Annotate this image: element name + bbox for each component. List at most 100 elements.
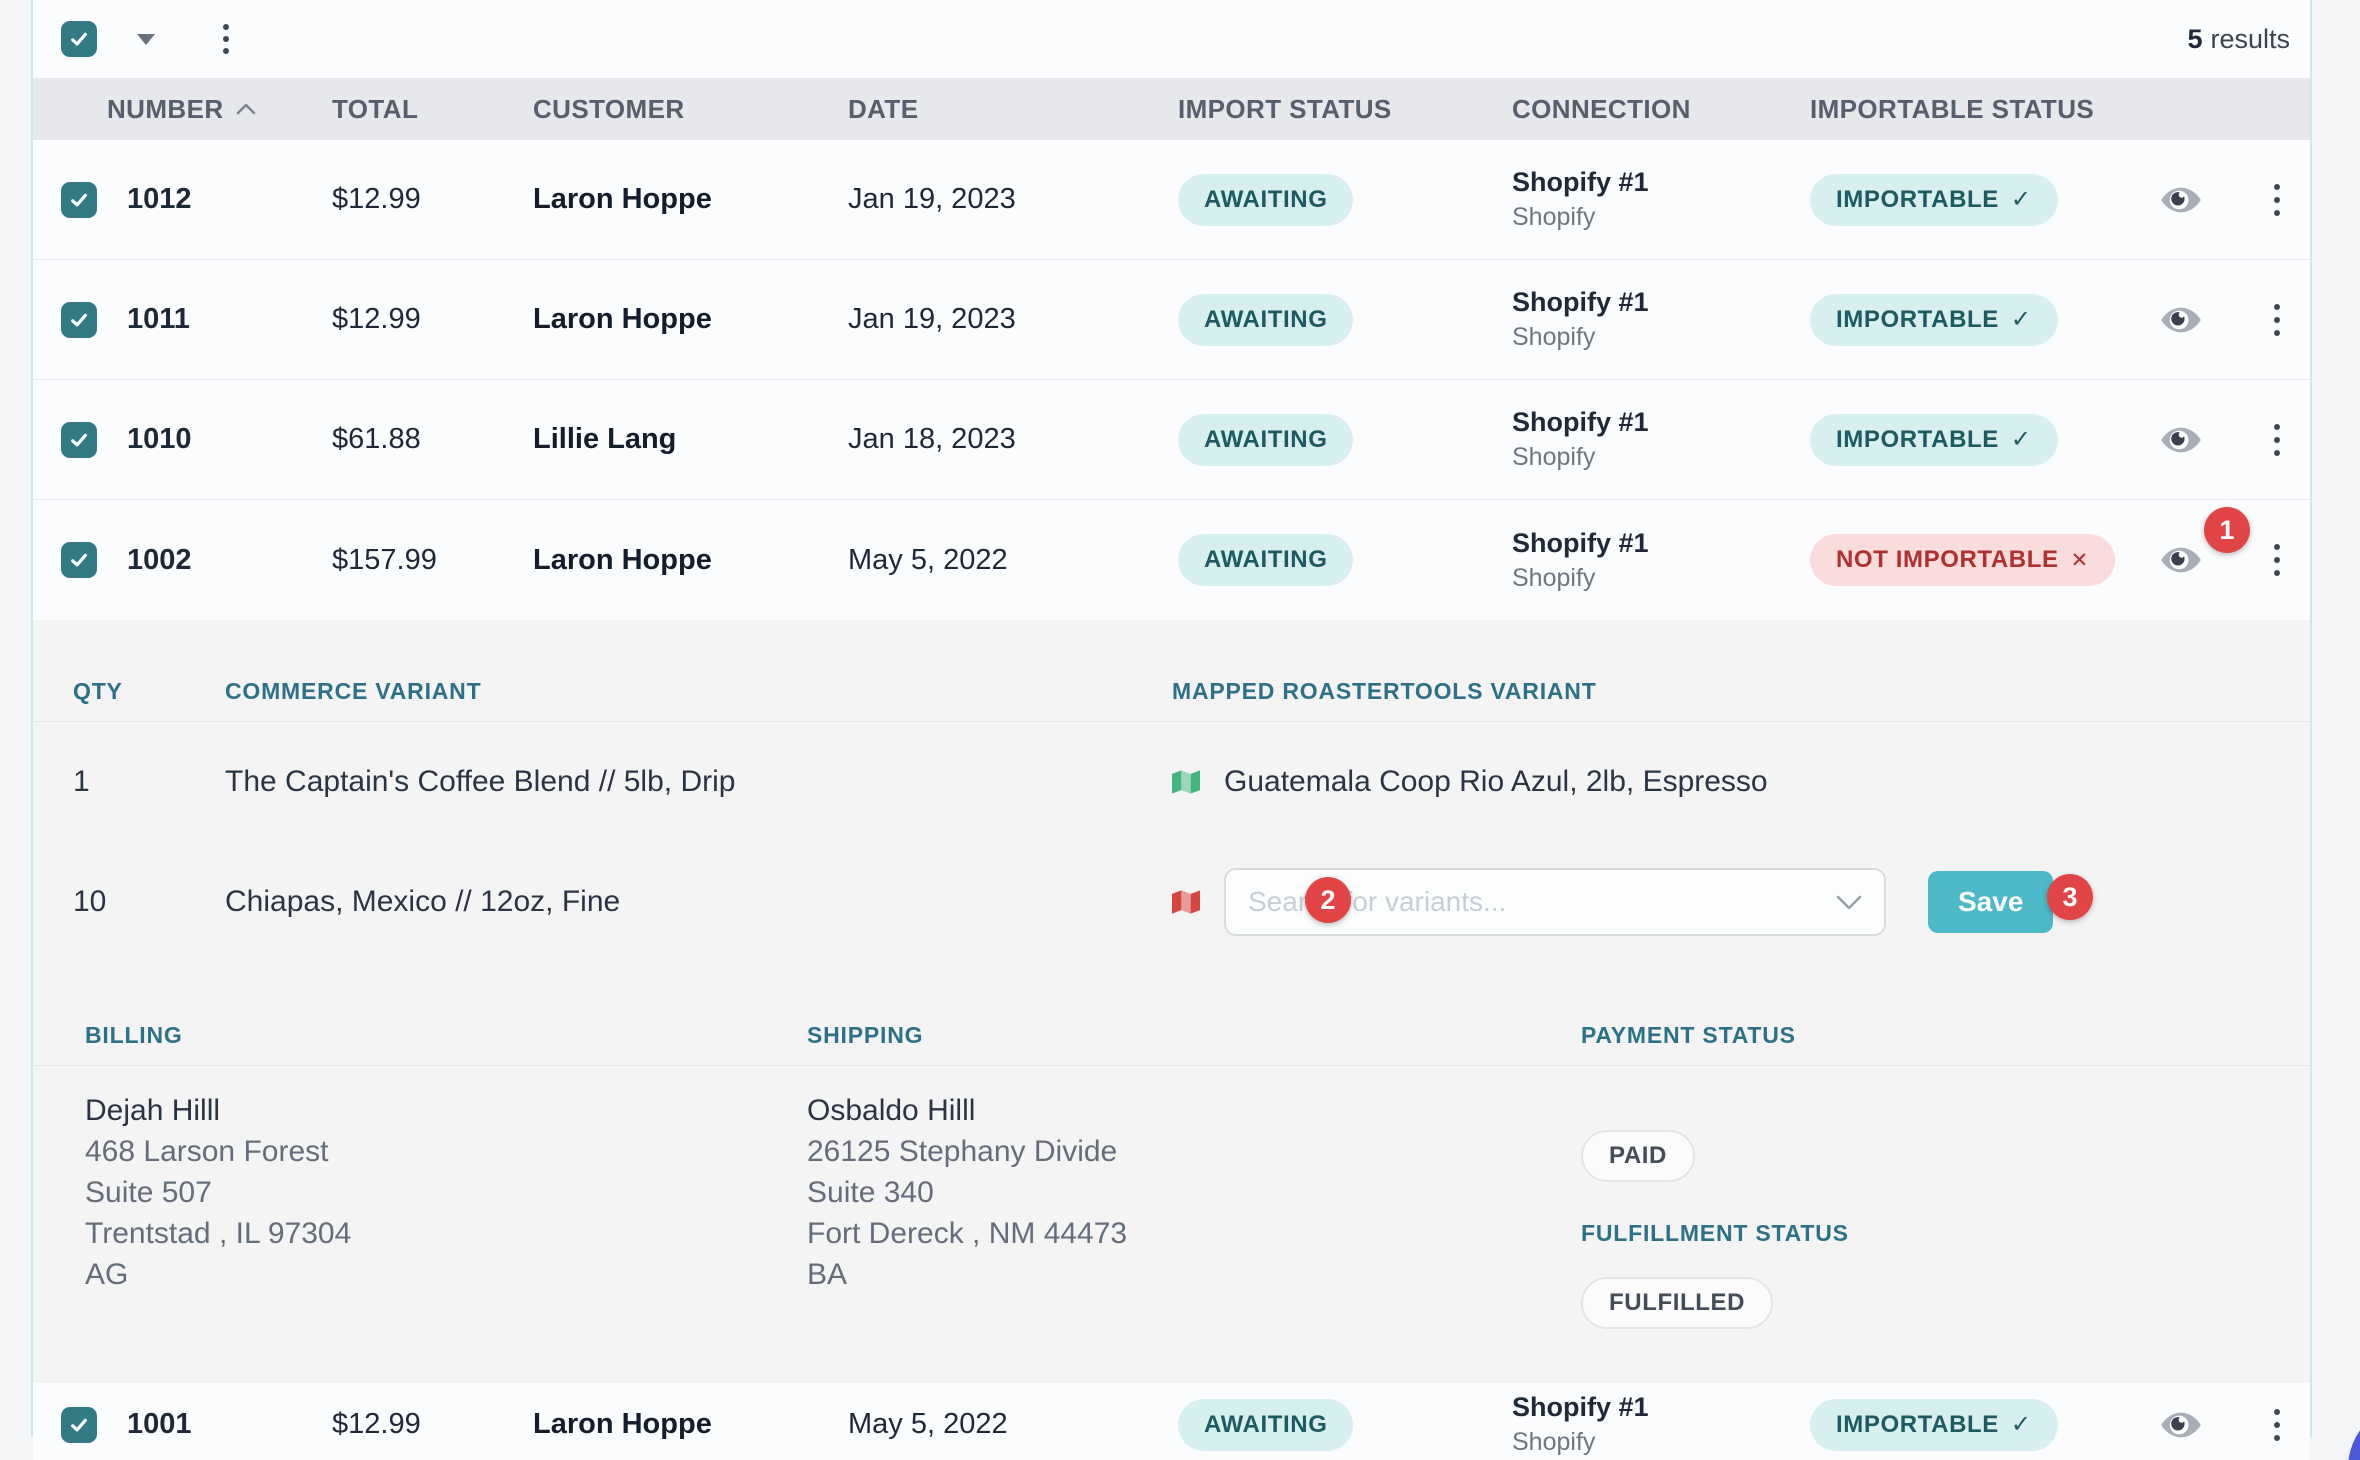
save-variant-button[interactable]: Save — [1928, 871, 2054, 933]
order-total: $61.88 — [332, 423, 421, 455]
column-header-number[interactable]: NUMBER — [107, 94, 332, 125]
import-status-badge: AWAITING — [1178, 1398, 1354, 1451]
results-count: 5 results — [2187, 24, 2296, 55]
column-header-connection[interactable]: CONNECTION — [1512, 93, 1691, 124]
check-icon — [71, 32, 87, 46]
row-actions-menu-button[interactable] — [2262, 536, 2292, 584]
shipping-label: SHIPPING — [807, 1022, 924, 1048]
line-item-row: 1 The Captain's Coffee Blend // 5lb, Dri… — [33, 722, 2310, 842]
order-row-1012[interactable]: 1012 $12.99 Laron Hoppe Jan 19, 2023 AWA… — [33, 140, 2310, 260]
line-item-qty: 10 — [73, 885, 107, 918]
x-icon — [2071, 546, 2089, 574]
connection-name: Shopify #1 — [1512, 1392, 1649, 1422]
view-order-button[interactable] — [2160, 185, 2245, 215]
payment-status-badge: PAID — [1581, 1130, 1695, 1182]
column-header-importable-status[interactable]: IMPORTABLE STATUS — [1810, 93, 2095, 124]
billing-name: Dejah Hilll — [85, 1094, 221, 1127]
connection-type: Shopify — [1512, 203, 1596, 231]
billing-line: 468 Larson Forest — [85, 1135, 329, 1168]
row-actions-menu-button[interactable] — [2262, 416, 2292, 464]
row-actions-menu-button[interactable] — [2262, 1401, 2292, 1449]
connection-type: Shopify — [1512, 323, 1596, 351]
order-date: Jan 18, 2023 — [848, 423, 1016, 455]
order-date: Jan 19, 2023 — [848, 303, 1016, 335]
select-all-dropdown-button[interactable] — [137, 33, 155, 45]
order-customer: Laron Hoppe — [533, 303, 712, 335]
view-order-button[interactable] — [2160, 545, 2245, 575]
row-checkbox[interactable] — [61, 181, 97, 218]
row-actions-menu-button[interactable] — [2262, 296, 2292, 344]
payment-status-label: PAYMENT STATUS — [1581, 1022, 1796, 1048]
importable-status-badge: NOT IMPORTABLE — [1810, 534, 2115, 586]
billing-address: Dejah Hilll 468 Larson Forest Suite 507 … — [85, 1090, 807, 1329]
order-total: $12.99 — [332, 183, 421, 215]
row-checkbox[interactable] — [61, 421, 97, 458]
fulfillment-status-label: FULFILLMENT STATUS — [1581, 1220, 1849, 1246]
chevron-down-icon — [1836, 895, 1862, 909]
column-header-total[interactable]: TOTAL — [332, 93, 419, 124]
import-status-badge: AWAITING — [1178, 293, 1354, 346]
column-header-customer[interactable]: CUSTOMER — [533, 93, 685, 124]
orders-table-container: 5 results NUMBER TOTAL CUSTOMER DATE IMPO… — [31, 0, 2312, 1460]
results-number: 5 — [2187, 23, 2203, 54]
commerce-variant: The Captain's Coffee Blend // 5lb, Drip — [225, 765, 736, 798]
check-icon — [2011, 425, 2032, 454]
eye-icon — [2161, 1412, 2201, 1437]
row-checkbox[interactable] — [61, 1406, 97, 1443]
order-number: 1002 — [127, 543, 192, 576]
column-header-import-status[interactable]: IMPORT STATUS — [1178, 93, 1392, 124]
chevron-down-icon — [137, 33, 155, 45]
order-date: Jan 19, 2023 — [848, 183, 1016, 215]
order-customer: Laron Hoppe — [533, 1408, 712, 1440]
shipping-line: Fort Dereck , NM 44473 — [807, 1217, 1128, 1250]
payment-status-column: PAID FULFILLMENT STATUS FULFILLED — [1581, 1090, 2310, 1329]
mapped-variant-column-label: MAPPED ROASTERTOOLS VARIANT — [1172, 678, 1597, 704]
order-row-1001[interactable]: 1001 $12.99 Laron Hoppe May 5, 2022 AWAI… — [33, 1382, 2310, 1460]
check-icon — [71, 193, 87, 207]
view-order-button[interactable] — [2160, 305, 2245, 335]
check-icon — [2011, 185, 2032, 214]
order-number: 1001 — [127, 1408, 192, 1440]
eye-icon — [2161, 187, 2201, 212]
bulk-actions-menu-button[interactable] — [213, 18, 239, 60]
check-icon — [2011, 1410, 2032, 1439]
order-row-1011[interactable]: 1011 $12.99 Laron Hoppe Jan 19, 2023 AWA… — [33, 260, 2310, 380]
table-toolbar: 5 results — [33, 0, 2310, 78]
select-all-checkbox[interactable] — [61, 21, 97, 57]
view-order-button[interactable] — [2160, 1410, 2245, 1440]
mapped-variant: Guatemala Coop Rio Azul, 2lb, Espresso — [1224, 765, 1768, 798]
line-item-qty: 1 — [73, 765, 90, 798]
order-row-1002[interactable]: 1002 $157.99 Laron Hoppe May 5, 2022 AWA… — [33, 500, 2310, 620]
connection-type: Shopify — [1512, 443, 1596, 471]
billing-line: Trentstad , IL 97304 — [85, 1217, 352, 1250]
check-icon — [71, 1418, 87, 1432]
order-number: 1012 — [127, 183, 192, 215]
connection-type: Shopify — [1512, 563, 1596, 592]
shipping-name: Osbaldo Hilll — [807, 1094, 976, 1127]
order-customer: Laron Hoppe — [533, 183, 712, 215]
eye-icon — [2161, 547, 2201, 573]
view-order-button[interactable] — [2160, 425, 2245, 455]
row-checkbox[interactable] — [61, 542, 97, 578]
map-unmapped-icon — [1172, 890, 1200, 914]
order-row-1010[interactable]: 1010 $61.88 Lillie Lang Jan 18, 2023 AWA… — [33, 380, 2310, 500]
column-header-date[interactable]: DATE — [848, 93, 919, 124]
help-fab-button[interactable] — [2348, 1403, 2360, 1460]
connection-name: Shopify #1 — [1512, 527, 1649, 558]
order-customer: Lillie Lang — [533, 423, 677, 455]
row-checkbox[interactable] — [61, 301, 97, 338]
eye-icon — [2161, 307, 2201, 332]
map-icon — [1172, 770, 1200, 794]
importable-status-badge: IMPORTABLE — [1810, 413, 2058, 466]
connection-type: Shopify — [1512, 1428, 1596, 1456]
sort-ascending-icon — [236, 103, 255, 115]
importable-status-badge: IMPORTABLE — [1810, 293, 2058, 346]
order-total: $12.99 — [332, 1408, 421, 1440]
billing-line: Suite 507 — [85, 1176, 212, 1209]
check-icon — [71, 433, 87, 447]
row-actions-menu-button[interactable] — [2262, 176, 2292, 224]
billing-line: AG — [85, 1258, 129, 1291]
order-number: 1010 — [127, 423, 192, 455]
shipping-line: Suite 340 — [807, 1176, 934, 1209]
